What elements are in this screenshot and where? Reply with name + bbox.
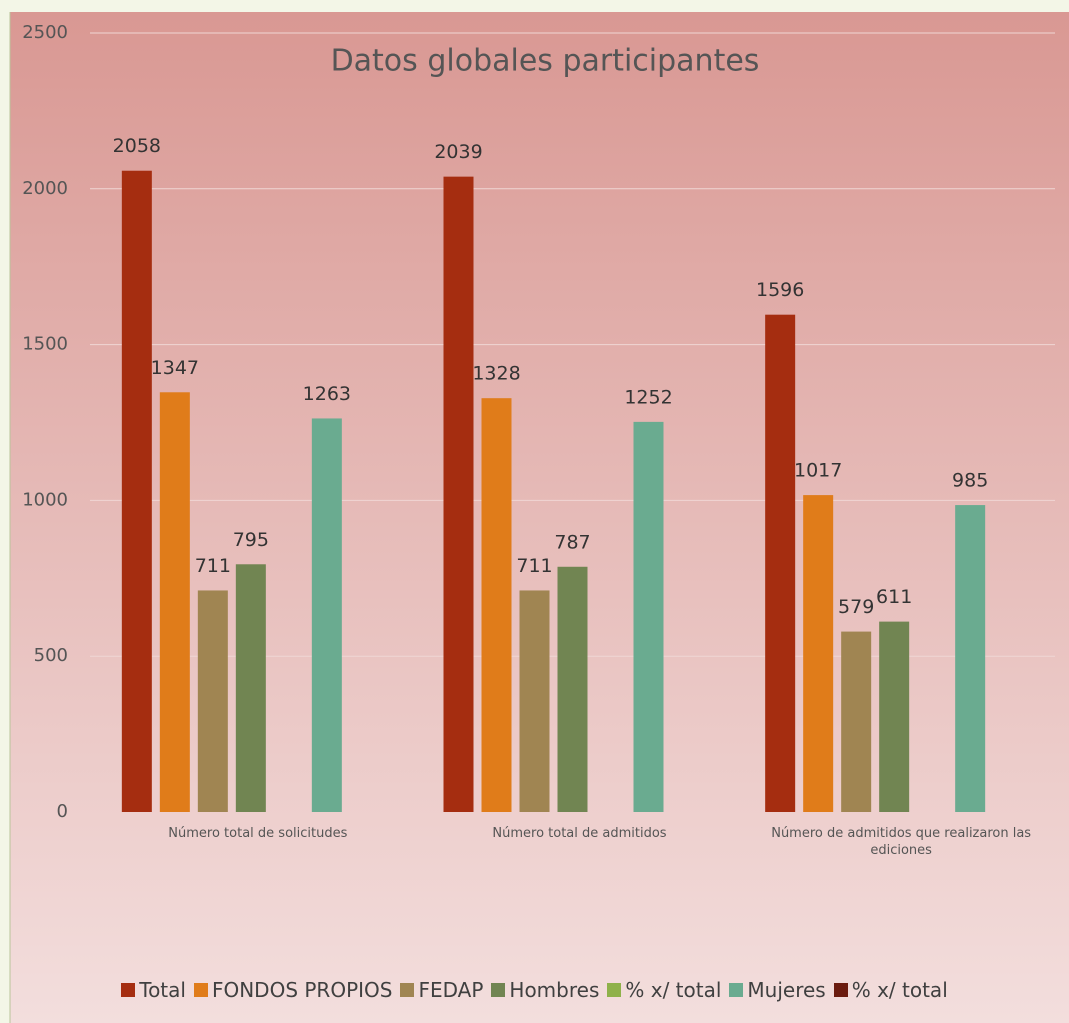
y-tick-label: 1000 — [22, 489, 68, 510]
bar — [633, 421, 664, 812]
y-tick-label: 2500 — [22, 22, 68, 43]
bar — [879, 621, 910, 812]
data-label: 711 — [516, 555, 552, 577]
legend-label: Mujeres — [747, 978, 826, 1002]
legend-label: FONDOS PROPIOS — [211, 978, 393, 1002]
data-label: 787 — [554, 531, 590, 553]
bar — [197, 590, 228, 812]
y-tick-label: 2000 — [22, 178, 68, 199]
data-label: 2039 — [434, 141, 482, 163]
data-label: 2058 — [113, 135, 161, 157]
legend-label: % x/ total — [851, 978, 948, 1002]
y-tick-label: 1500 — [22, 334, 68, 355]
data-label: 711 — [195, 555, 231, 577]
legend-swatch — [833, 983, 848, 997]
bar — [311, 418, 342, 812]
chart-title: Datos globales participantes — [331, 44, 760, 79]
bar — [159, 392, 190, 812]
legend-label: % x/ total — [625, 978, 722, 1002]
legend-label: FEDAP — [418, 978, 484, 1002]
legend-item: Hombres — [491, 978, 599, 1002]
bar — [765, 314, 796, 812]
legend-swatch — [729, 983, 744, 997]
bar — [955, 505, 986, 812]
bar — [443, 176, 474, 813]
legend-swatch — [607, 983, 622, 997]
legend-item: Mujeres — [729, 978, 826, 1002]
legend-swatch — [193, 983, 208, 997]
data-label: 611 — [876, 586, 912, 608]
data-label: 1596 — [756, 279, 804, 301]
data-label: 579 — [838, 596, 874, 618]
bar — [803, 495, 834, 812]
bar — [235, 564, 266, 812]
x-tick-label: Número total de solicitudes — [168, 826, 348, 841]
data-label: 1017 — [794, 460, 842, 482]
legend-swatch — [121, 983, 136, 997]
data-label: 985 — [952, 470, 988, 492]
bar — [557, 566, 588, 812]
x-tick-label: Número de admitidos que realizaron las e… — [771, 826, 1032, 858]
bar — [841, 631, 872, 812]
y-tick-label: 500 — [34, 645, 68, 666]
bar — [481, 398, 512, 812]
bar — [121, 170, 152, 813]
bar — [519, 590, 550, 812]
legend-item: Total — [121, 978, 186, 1002]
x-tick-label: Número total de admitidos — [492, 826, 667, 841]
legend-item: FEDAP — [400, 978, 483, 1002]
legend-swatch — [400, 983, 415, 997]
legend-item: FONDOS PROPIOS — [193, 978, 393, 1002]
data-label: 795 — [233, 529, 269, 551]
legend: Total FONDOS PROPIOS FEDAP Hombres % x/ tota… — [0, 978, 1069, 1002]
legend-item: % x/ total — [833, 978, 948, 1002]
legend-label: Total — [139, 978, 186, 1002]
data-label: 1347 — [151, 357, 199, 379]
data-label: 1263 — [303, 383, 351, 405]
legend-item: % x/ total — [607, 978, 721, 1002]
data-label: 1328 — [472, 363, 520, 385]
data-label: 1252 — [624, 386, 672, 408]
legend-swatch — [491, 983, 506, 997]
legend-label: Hombres — [509, 978, 600, 1002]
y-tick-label: 0 — [57, 801, 68, 822]
